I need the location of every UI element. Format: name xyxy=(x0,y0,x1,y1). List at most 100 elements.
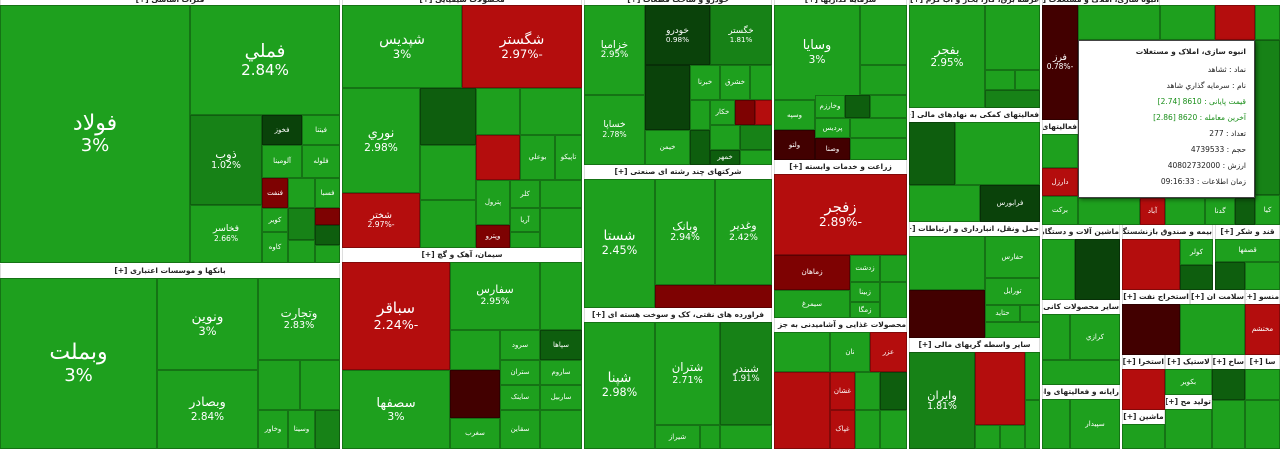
tile[interactable] xyxy=(1078,198,1140,225)
tile[interactable]: شختر -2.97% xyxy=(342,193,420,248)
tile[interactable]: سباقر -2.24% xyxy=(342,262,450,370)
sector-header[interactable]: تولید مح [+] xyxy=(1165,395,1212,409)
tile[interactable]: وخاور xyxy=(258,410,288,449)
sector-header[interactable]: فعالیتهای کمکی به نهادهای مالی [+] xyxy=(909,108,1040,122)
tile[interactable]: خساپا 2.78% xyxy=(584,95,645,165)
sector-header[interactable]: سایر محصولات کانی غیر فلزی [+] xyxy=(1042,300,1120,314)
tile[interactable] xyxy=(690,100,710,130)
tile[interactable]: حتايد xyxy=(985,305,1020,322)
sector-header[interactable]: قند و شکر [+] xyxy=(1215,225,1280,239)
tile[interactable] xyxy=(1255,40,1280,195)
tile[interactable] xyxy=(855,410,880,449)
tile[interactable]: غپاک xyxy=(830,410,855,449)
sector-header[interactable]: استخرا [+] xyxy=(1122,355,1165,369)
tile[interactable]: وايران 1.81% xyxy=(909,352,975,449)
tile[interactable]: فولاد 3% xyxy=(0,5,190,263)
tile[interactable] xyxy=(1235,198,1255,225)
tile[interactable] xyxy=(510,232,540,248)
tile[interactable]: آريا xyxy=(510,208,540,232)
tile[interactable] xyxy=(1165,198,1205,225)
sector-header[interactable]: رایانه و فعالیتهای وابسته [+] xyxy=(1042,385,1120,399)
tile[interactable]: سغرب xyxy=(450,418,500,449)
tile[interactable] xyxy=(755,100,772,125)
tile[interactable]: خودرو 0.98% xyxy=(645,5,710,65)
tile[interactable]: ساربيل xyxy=(540,385,582,410)
sector-header[interactable]: سیمان، آهک و گچ [+] xyxy=(342,248,582,262)
sector-header[interactable]: فعالیتهای دارویی [+] xyxy=(1042,120,1078,134)
tile[interactable] xyxy=(655,285,772,308)
tile[interactable]: خگستر 1.81% xyxy=(710,5,772,65)
tile[interactable] xyxy=(540,208,582,248)
tile[interactable]: ذوب 1.02% xyxy=(190,115,262,205)
tile[interactable]: سيمرغ xyxy=(774,290,850,318)
tile[interactable]: برکت xyxy=(1042,196,1078,225)
tile[interactable]: سپاها xyxy=(540,330,582,360)
tile[interactable]: فنفت xyxy=(262,178,288,208)
tile[interactable] xyxy=(540,262,582,330)
tile[interactable] xyxy=(645,65,690,130)
sector-header[interactable]: زراعت و خدمات وابسته [+] xyxy=(774,160,907,174)
tile[interactable]: وسينا xyxy=(288,410,315,449)
tile[interactable] xyxy=(1255,5,1280,40)
tile[interactable] xyxy=(1042,239,1075,300)
tile[interactable]: خکار xyxy=(710,100,735,125)
tile[interactable]: شتران 2.71% xyxy=(655,322,720,425)
tile[interactable] xyxy=(1160,5,1215,40)
tile[interactable] xyxy=(1180,265,1213,290)
sector-header[interactable]: استخراج نفت [+] xyxy=(1122,290,1190,304)
tile[interactable] xyxy=(315,208,340,225)
tile[interactable] xyxy=(735,100,755,125)
tile[interactable] xyxy=(1042,360,1120,385)
tile[interactable] xyxy=(985,5,1040,70)
tile[interactable]: بوعلي xyxy=(520,135,555,180)
tile[interactable] xyxy=(690,130,710,165)
tile[interactable] xyxy=(1122,239,1180,290)
tile[interactable] xyxy=(476,135,520,180)
tile[interactable] xyxy=(476,88,520,135)
tile[interactable]: زبينا xyxy=(850,282,880,302)
tile[interactable]: کيا xyxy=(1255,195,1280,225)
tile[interactable]: بفجر 2.95% xyxy=(909,5,985,108)
sector-header[interactable]: منسو [+] xyxy=(1245,290,1280,304)
tile[interactable] xyxy=(288,178,315,208)
tile[interactable]: فيتنا xyxy=(302,115,340,145)
tile[interactable] xyxy=(420,145,476,200)
tile[interactable]: شپديس 3% xyxy=(342,5,462,88)
tile[interactable]: وبملت 3% xyxy=(0,278,157,449)
tile[interactable]: فرابورس xyxy=(980,185,1040,222)
tile[interactable] xyxy=(774,332,830,372)
tile[interactable] xyxy=(880,255,907,282)
sector-header[interactable]: حمل ونقل، انبارداری و ارتباطات [+] xyxy=(909,222,1040,236)
sector-header[interactable]: عرضه برق، گاز، بخار و آب گرم [+] xyxy=(909,0,1040,7)
sector-header[interactable]: شرکتهای چند رشته ای صنعتی [+] xyxy=(584,165,772,179)
sector-header[interactable]: ساخ [+] xyxy=(1212,355,1245,369)
tile[interactable] xyxy=(1245,369,1280,400)
sector-header[interactable]: محصولات غذایی و آشامیدنی به جز قند و شکر… xyxy=(774,318,907,332)
tile[interactable] xyxy=(909,236,985,290)
tile[interactable]: وصنا xyxy=(815,138,850,160)
tile[interactable] xyxy=(850,118,907,138)
tile[interactable]: تورايل xyxy=(985,278,1040,305)
tile[interactable]: دارزل xyxy=(1042,168,1078,196)
tile[interactable]: ساروم xyxy=(540,360,582,385)
tile[interactable]: گدنا xyxy=(1205,198,1235,225)
tile[interactable] xyxy=(1025,400,1040,449)
tile[interactable] xyxy=(1122,424,1165,449)
tile[interactable] xyxy=(1122,369,1165,410)
tile[interactable]: فرز -0.78% xyxy=(1042,5,1078,120)
tile[interactable]: شستا 2.45% xyxy=(584,179,655,308)
tile[interactable]: سرود xyxy=(500,330,540,360)
sector-header[interactable]: سلامت ان [+] xyxy=(1190,290,1245,304)
tile[interactable] xyxy=(1000,425,1025,449)
tile[interactable] xyxy=(850,138,907,160)
tile[interactable]: پترول xyxy=(476,180,510,225)
sector-header[interactable]: بانکها و موسسات اعتباری [+] xyxy=(0,264,340,278)
sector-header[interactable]: فلزات اساسی [+] xyxy=(0,0,340,7)
tile[interactable] xyxy=(1215,5,1255,40)
tile[interactable] xyxy=(860,5,907,65)
tile[interactable] xyxy=(1042,399,1070,449)
tile[interactable]: مختشم xyxy=(1245,304,1280,355)
tile[interactable]: وتجارت 2.83% xyxy=(258,278,340,360)
tile[interactable]: بکوير xyxy=(1165,369,1212,395)
tile[interactable] xyxy=(1212,369,1245,400)
